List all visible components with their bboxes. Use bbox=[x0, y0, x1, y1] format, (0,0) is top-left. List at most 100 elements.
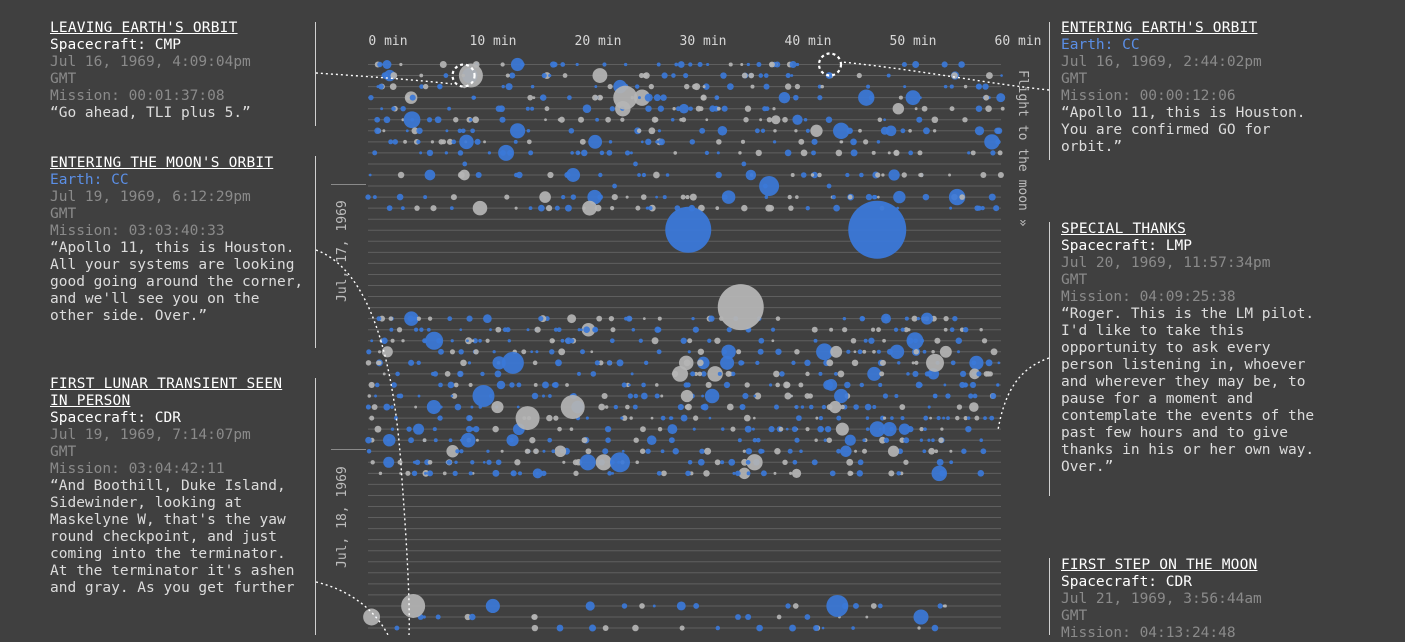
earth-utterance-dot bbox=[792, 459, 798, 465]
spacecraft-utterance-dot bbox=[811, 326, 818, 333]
earth-utterance-dot bbox=[386, 205, 393, 212]
earth-utterance-dot bbox=[993, 205, 1000, 212]
earth-utterance-dot bbox=[628, 383, 631, 387]
earth-utterance-dot bbox=[893, 190, 906, 204]
annotation-timestamp: Jul 21, 1969, 3:56:44am bbox=[1061, 591, 1262, 607]
earth-utterance-dot bbox=[889, 344, 905, 360]
spacecraft-utterance-dot bbox=[983, 94, 990, 101]
earth-utterance-dot bbox=[873, 194, 878, 200]
annotation-mission-time: Mission: 00:00:12:06 bbox=[1061, 88, 1236, 104]
annotation-title: SPECIAL THANKS bbox=[1061, 221, 1187, 237]
annotation-first-step-moon[interactable]: FIRST STEP ON THE MOON Spacecraft: CDR J… bbox=[1061, 557, 1331, 642]
earth-utterance-dot bbox=[551, 382, 558, 388]
earth-utterance-dot bbox=[604, 425, 612, 433]
spacecraft-utterance-dot bbox=[697, 359, 704, 367]
earth-utterance-dot bbox=[813, 624, 820, 632]
earth-utterance-dot bbox=[516, 382, 522, 388]
earth-utterance-dot bbox=[588, 134, 603, 149]
earth-utterance-dot bbox=[432, 371, 439, 377]
annotation-first-lunar-transient[interactable]: FIRST LUNAR TRANSIENT SEEN IN PERSON Spa… bbox=[50, 376, 308, 597]
spacecraft-utterance-dot bbox=[907, 328, 911, 332]
annotation-timestamp: Jul 20, 1969, 11:57:34pm bbox=[1061, 255, 1271, 271]
annotation-entering-earth-orbit[interactable]: ENTERING EARTH'S ORBIT Earth: CC Jul 16,… bbox=[1061, 20, 1331, 156]
earth-utterance-dot bbox=[460, 128, 466, 134]
spacecraft-utterance-dot bbox=[990, 348, 998, 356]
earth-utterance-dot bbox=[426, 327, 431, 332]
x-tick-label: 40 min bbox=[785, 34, 832, 49]
earth-utterance-dot bbox=[621, 603, 628, 609]
earth-utterance-dot bbox=[715, 171, 722, 179]
spacecraft-utterance-dot bbox=[882, 416, 887, 420]
spacecraft-utterance-dot bbox=[805, 427, 810, 432]
earth-utterance-dot bbox=[656, 470, 662, 476]
earth-utterance-dot bbox=[974, 126, 985, 136]
spacecraft-utterance-dot bbox=[416, 316, 422, 321]
earth-utterance-dot bbox=[507, 339, 511, 343]
annotation-entering-moon-orbit[interactable]: ENTERING THE MOON'S ORBIT Earth: CC Jul … bbox=[50, 155, 308, 325]
spacecraft-utterance-dot bbox=[932, 129, 937, 133]
earth-utterance-dot bbox=[383, 116, 391, 124]
card-divider bbox=[1049, 558, 1050, 635]
spacecraft-utterance-dot bbox=[607, 84, 613, 90]
spacecraft-utterance-dot bbox=[671, 370, 679, 378]
earth-utterance-dot bbox=[959, 370, 967, 377]
spacecraft-utterance-dot bbox=[798, 382, 804, 388]
earth-utterance-dot bbox=[474, 138, 481, 145]
earth-utterance-dot bbox=[498, 144, 515, 161]
spacecraft-utterance-dot bbox=[705, 381, 712, 388]
earth-utterance-dot bbox=[881, 313, 892, 324]
earth-utterance-dot bbox=[924, 371, 931, 377]
earth-utterance-dot bbox=[640, 140, 644, 144]
spacecraft-utterance-dot bbox=[557, 118, 561, 122]
earth-utterance-dot bbox=[465, 425, 473, 433]
spacecraft-utterance-dot bbox=[560, 395, 585, 420]
earth-utterance-dot bbox=[800, 172, 807, 178]
earth-utterance-dot bbox=[756, 62, 762, 67]
earth-utterance-dot bbox=[447, 381, 455, 389]
earth-utterance-dot bbox=[499, 116, 506, 123]
spacecraft-utterance-dot bbox=[938, 437, 944, 443]
earth-utterance-dot bbox=[645, 448, 651, 454]
earth-utterance-dot bbox=[808, 404, 814, 410]
earth-utterance-dot bbox=[794, 404, 799, 410]
spacecraft-utterance-dot bbox=[495, 326, 502, 333]
spacecraft-utterance-dot bbox=[579, 138, 586, 145]
earth-utterance-dot bbox=[528, 150, 534, 156]
earth-utterance-dot bbox=[470, 128, 475, 134]
spacecraft-utterance-dot bbox=[585, 448, 592, 455]
spacecraft-utterance-dot bbox=[371, 404, 378, 411]
annotation-mission-time: Mission: 04:13:24:48 bbox=[1061, 625, 1236, 641]
earth-utterance-dot bbox=[758, 73, 764, 78]
earth-utterance-dot bbox=[598, 172, 603, 178]
earth-utterance-dot bbox=[794, 437, 800, 443]
spacecraft-utterance-dot bbox=[464, 613, 471, 621]
spacecraft-utterance-dot bbox=[784, 392, 792, 400]
spacecraft-utterance-dot bbox=[640, 194, 647, 200]
spacecraft-utterance-dot bbox=[685, 195, 690, 200]
earth-utterance-dot bbox=[876, 140, 881, 144]
spacecraft-utterance-dot bbox=[784, 381, 791, 388]
earth-utterance-dot bbox=[773, 404, 780, 410]
earth-utterance-dot bbox=[612, 183, 617, 189]
spacecraft-utterance-dot bbox=[773, 370, 780, 378]
spacecraft-utterance-dot bbox=[997, 150, 1003, 156]
spacecraft-utterance-dot bbox=[596, 315, 603, 322]
spacecraft-utterance-dot bbox=[985, 105, 992, 112]
spacecraft-utterance-dot bbox=[804, 393, 811, 399]
earth-utterance-dot bbox=[867, 366, 882, 381]
earth-utterance-dot bbox=[388, 139, 394, 145]
spacecraft-utterance-dot bbox=[573, 470, 579, 477]
spacecraft-utterance-dot bbox=[943, 604, 947, 608]
earth-utterance-dot bbox=[901, 61, 907, 68]
earth-utterance-dot bbox=[795, 415, 802, 422]
annotation-timestamp: Jul 16, 1969, 2:44:02pm bbox=[1061, 54, 1262, 70]
annotation-leaving-earth-orbit[interactable]: LEAVING EARTH'S ORBIT Spacecraft: CMP Ju… bbox=[50, 20, 308, 122]
earth-utterance-dot bbox=[679, 103, 689, 114]
earth-utterance-dot bbox=[549, 349, 555, 355]
earth-utterance-dot bbox=[685, 470, 691, 477]
annotation-special-thanks[interactable]: SPECIAL THANKS Spacecraft: LMP Jul 20, 1… bbox=[1061, 221, 1331, 476]
earth-utterance-dot bbox=[467, 361, 472, 365]
earth-utterance-dot bbox=[701, 371, 707, 377]
earth-utterance-dot bbox=[760, 470, 767, 477]
earth-utterance-dot bbox=[956, 350, 961, 354]
